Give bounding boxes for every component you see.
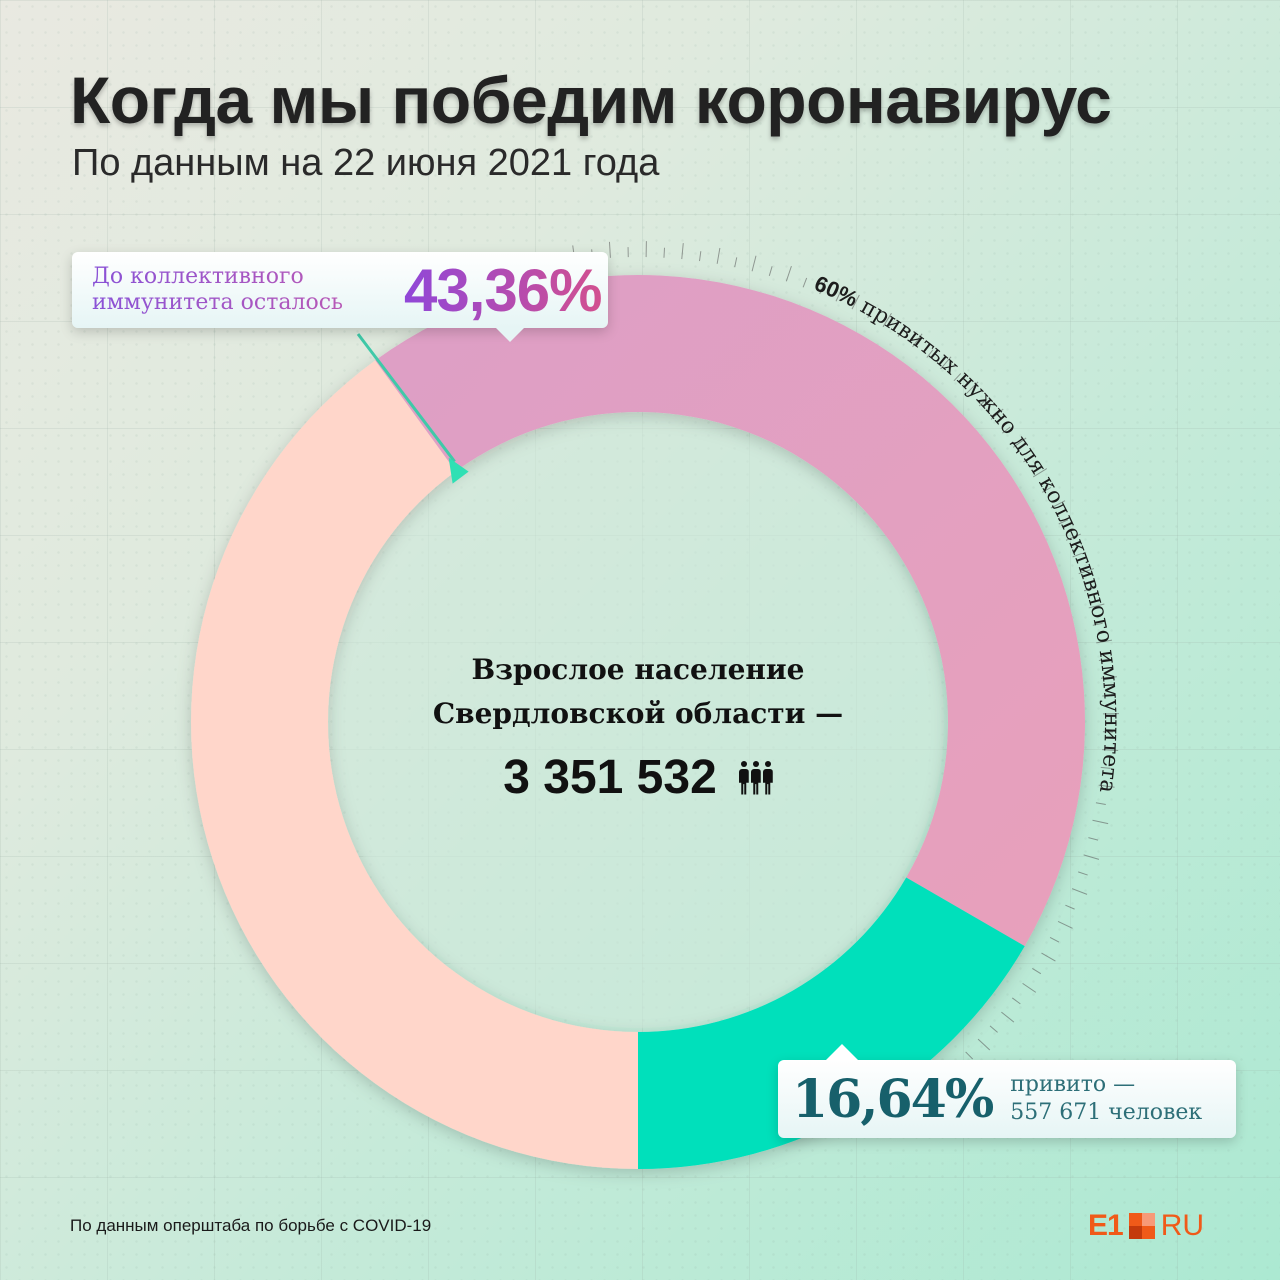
tick-mark [1072,552,1083,558]
page-subtitle: По данным на 22 июня 2021 года [72,142,660,184]
tick-mark [835,291,841,302]
tick-mark [1083,854,1100,860]
tick-mark [1058,519,1069,525]
center-label: Взрослое население Свердловской области … [338,648,938,736]
tick-mark [1098,658,1109,661]
tick-mark [1023,455,1033,463]
tick-mark [1012,437,1027,448]
footer-source: По данным оперштаба по борьбе с COVID-19 [70,1216,432,1235]
logo-squares-icon [1128,1213,1155,1239]
tick-mark [1092,622,1103,626]
tick-mark [1088,603,1105,609]
tick-mark [1065,533,1081,541]
tick-mark [1098,784,1115,788]
tick-mark [1078,568,1095,575]
tick-mark [940,356,952,370]
pointer-line [356,333,456,463]
tick-mark [1100,766,1111,769]
tick-mark [953,373,962,382]
callout-vaccinated-label-line1: привито — [1010,1072,1136,1097]
tick-mark [867,308,874,318]
tick-mark [751,255,757,272]
tick-mark [1071,888,1088,895]
callout-vaccinated-label: привито — 557 671 человек [1010,1071,1202,1127]
tick-mark [990,408,1004,420]
tick-mark [1102,694,1113,697]
slice-remaining [375,275,1085,947]
tick-mark [1065,904,1075,910]
tick-mark [716,247,721,264]
tick-mark [1032,967,1042,975]
tick-mark [966,381,979,394]
tick-mark [1095,802,1106,805]
tick-mark [1096,639,1113,644]
tick-mark [1102,749,1119,752]
tick-mark [1083,587,1094,592]
tick-mark [882,312,892,328]
tick-mark [768,266,773,277]
callout-remaining-percent: 43,36% [404,256,602,324]
total-population-value: 3 351 532 [503,751,717,804]
tick-mark [734,257,738,268]
logo-ru: RU [1160,1209,1205,1242]
center-value-row: 3 351 532 [338,750,938,805]
callout-remaining-label-line2: иммунитета осталось [92,290,344,315]
tick-mark [1001,1011,1015,1023]
tick-mark [977,1038,991,1051]
tick-mark [1042,486,1052,493]
tick-mark [1088,837,1099,841]
callout-remaining: До коллективного иммунитета осталось 43,… [72,252,608,342]
tick-mark [1078,871,1088,876]
tick-mark [989,1025,998,1033]
tick-mark [1050,500,1066,509]
tick-mark [699,251,702,262]
pointer-arrowhead [448,457,469,484]
callout-remaining-label-line1: До коллективного [92,264,304,289]
callout-vaccinated: 16,64% привито — 557 671 человек [778,1044,1236,1138]
callout-vaccinated-percent: 16,64% [792,1068,994,1130]
page-title: Когда мы победим коронавирус [70,63,1112,137]
tick-mark [1100,676,1117,679]
tick-mark [1041,952,1056,962]
tick-mark [1022,982,1037,993]
tick-mark [785,265,792,282]
tick-mark [1032,468,1048,478]
inner-disc [332,416,944,1028]
tick-mark [819,279,827,295]
center-label-line1: Взрослое население [471,653,805,686]
slice-vaccinated [638,877,1025,1169]
e1-logo[interactable]: E1 RU [1088,1209,1205,1242]
tick-mark [1002,426,1011,434]
slice-rest [191,360,639,1170]
tick-mark [1057,921,1073,929]
center-label-line2: Свердловской области — [432,697,844,730]
logo-e1: E1 [1088,1209,1124,1242]
tick-mark [965,1051,974,1060]
tick-mark [897,327,905,337]
tick-mark [1011,997,1021,1005]
tick-mark [1049,936,1060,943]
tick-mark [978,398,987,407]
tick-mark [912,333,923,348]
tick-mark [663,247,666,258]
tick-mark [851,294,860,310]
tick-mark [681,243,684,260]
callout-remaining-label: До коллективного иммунитета осталось [92,264,392,316]
tick-mark [1092,819,1109,825]
people-icon [739,760,773,795]
callout-vaccinated-label-line2: 557 671 человек [1010,1100,1203,1125]
tick-mark [802,277,808,288]
tick-mark [926,349,934,358]
tick-mark [608,241,611,258]
